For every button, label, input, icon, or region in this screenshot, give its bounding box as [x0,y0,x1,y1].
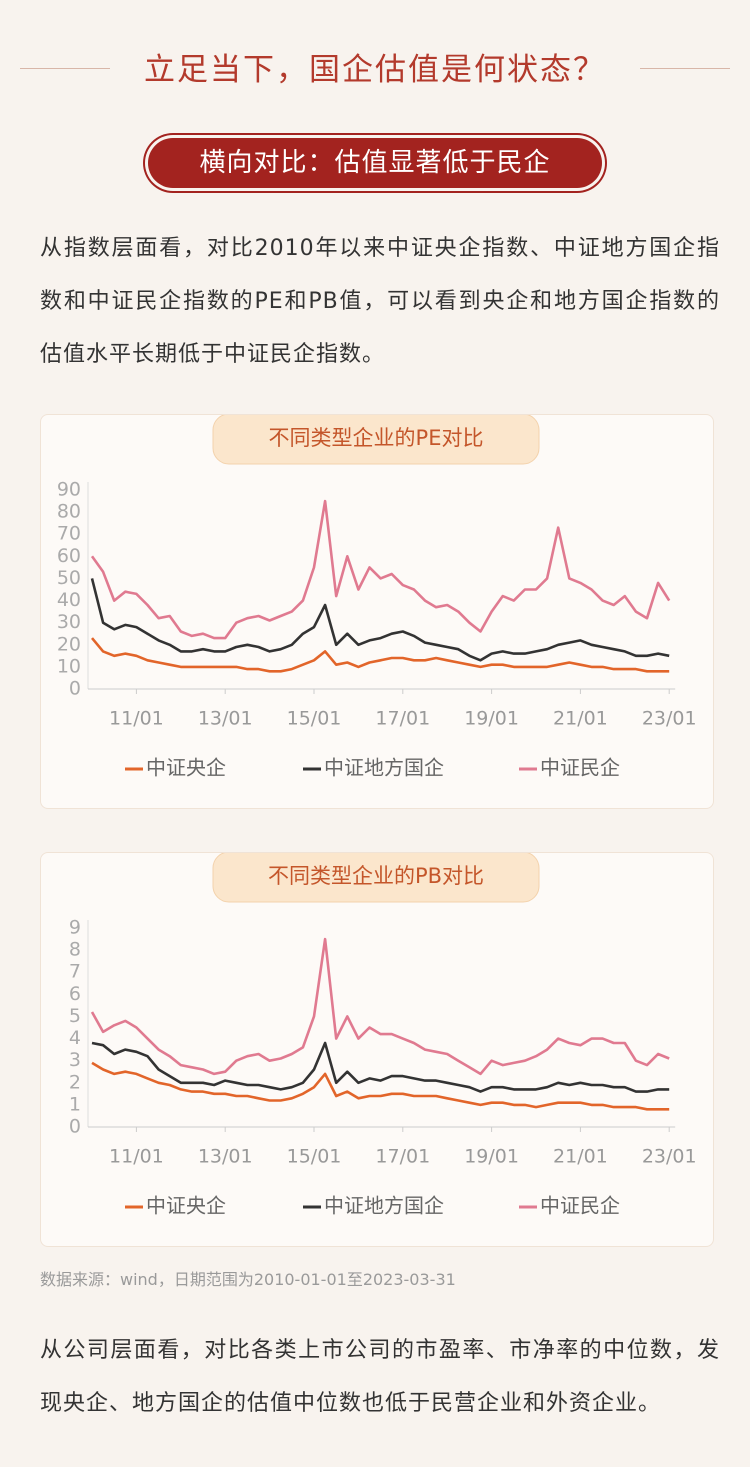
y-tick-label: 0 [69,678,81,700]
x-tick-label: 23/01 [642,708,697,730]
series-line [90,937,670,1076]
x-tick-label: 17/01 [375,708,430,730]
x-tick-label: 17/01 [375,1146,430,1168]
page-title: 立足当下，国企估值是何状态？ [144,52,606,88]
x-tick-label: 19/01 [464,1146,519,1168]
y-tick-label: 4 [69,1027,81,1049]
y-tick-label: 2 [69,1071,81,1093]
section-banner: 横向对比：估值显著低于民企 [148,138,602,188]
y-tick-label: 60 [57,545,81,567]
y-tick-label: 40 [57,589,81,611]
y-tick-label: 3 [69,1049,81,1071]
chart-card: 不同类型企业的PE对比 0 10 20 30 40 50 60 70 80 90 11/01 13/01… [40,414,714,809]
x-tick-label: 21/01 [553,708,608,730]
title-tab [212,415,540,465]
x-tick-label: 11/01 [109,708,164,730]
y-tick-label: 9 [69,917,81,939]
y-tick-label: 90 [57,479,81,501]
series-line [90,499,671,640]
series-line [91,637,670,673]
y-tick-label: 7 [69,961,81,983]
paragraph: 从指数层面看，对比2010年以来中证央企指数、中证地方国企指数和中证民企指数的P… [40,236,720,367]
x-tick-label: 21/01 [553,1146,608,1168]
legend-label: 中证央企 [146,1194,226,1218]
x-tick-label: 15/01 [287,708,342,730]
chart-title: 不同类型企业的PE对比 [269,426,484,450]
legend-label: 中证地方国企 [324,1194,444,1218]
legend-label: 中证民企 [540,756,620,780]
legend-label: 中证央企 [146,756,226,780]
legend-label: 中证地方国企 [324,756,444,780]
chart-title: 不同类型企业的PB对比 [268,864,484,888]
title-tab [212,853,540,903]
chart-card: 不同类型企业的PB对比 0 1 2 3 4 5 6 7 8 9 11/01 13/01 15/01 17/0… [40,852,714,1247]
source-note: 数据来源：wind，日期范围为2010-01-01至2023-03-31 [40,1270,456,1289]
y-tick-label: 1 [69,1093,81,1115]
y-tick-label: 10 [57,655,81,677]
series-line [91,1041,670,1093]
x-tick-label: 19/01 [464,708,519,730]
y-tick-label: 20 [57,633,81,655]
paragraph: 从公司层面看，对比各类上市公司的市盈率、市净率的中位数，发现央企、地方国企的估值… [40,1338,720,1416]
y-tick-label: 30 [57,611,81,633]
y-tick-label: 0 [69,1116,81,1138]
y-tick-label: 70 [57,523,81,545]
x-tick-label: 23/01 [642,1146,697,1168]
x-tick-label: 15/01 [287,1146,342,1168]
x-tick-label: 11/01 [109,1146,164,1168]
series-line [91,1061,670,1111]
series-line [90,578,670,662]
decor-line [640,68,730,69]
y-tick-label: 50 [57,567,81,589]
x-tick-label: 13/01 [198,708,253,730]
y-tick-label: 6 [69,983,81,1005]
y-tick-label: 8 [69,939,81,961]
x-tick-label: 13/01 [198,1146,253,1168]
decor-line [20,68,110,69]
y-tick-label: 80 [57,501,81,523]
legend-label: 中证民企 [540,1194,620,1218]
y-tick-label: 5 [69,1005,81,1027]
